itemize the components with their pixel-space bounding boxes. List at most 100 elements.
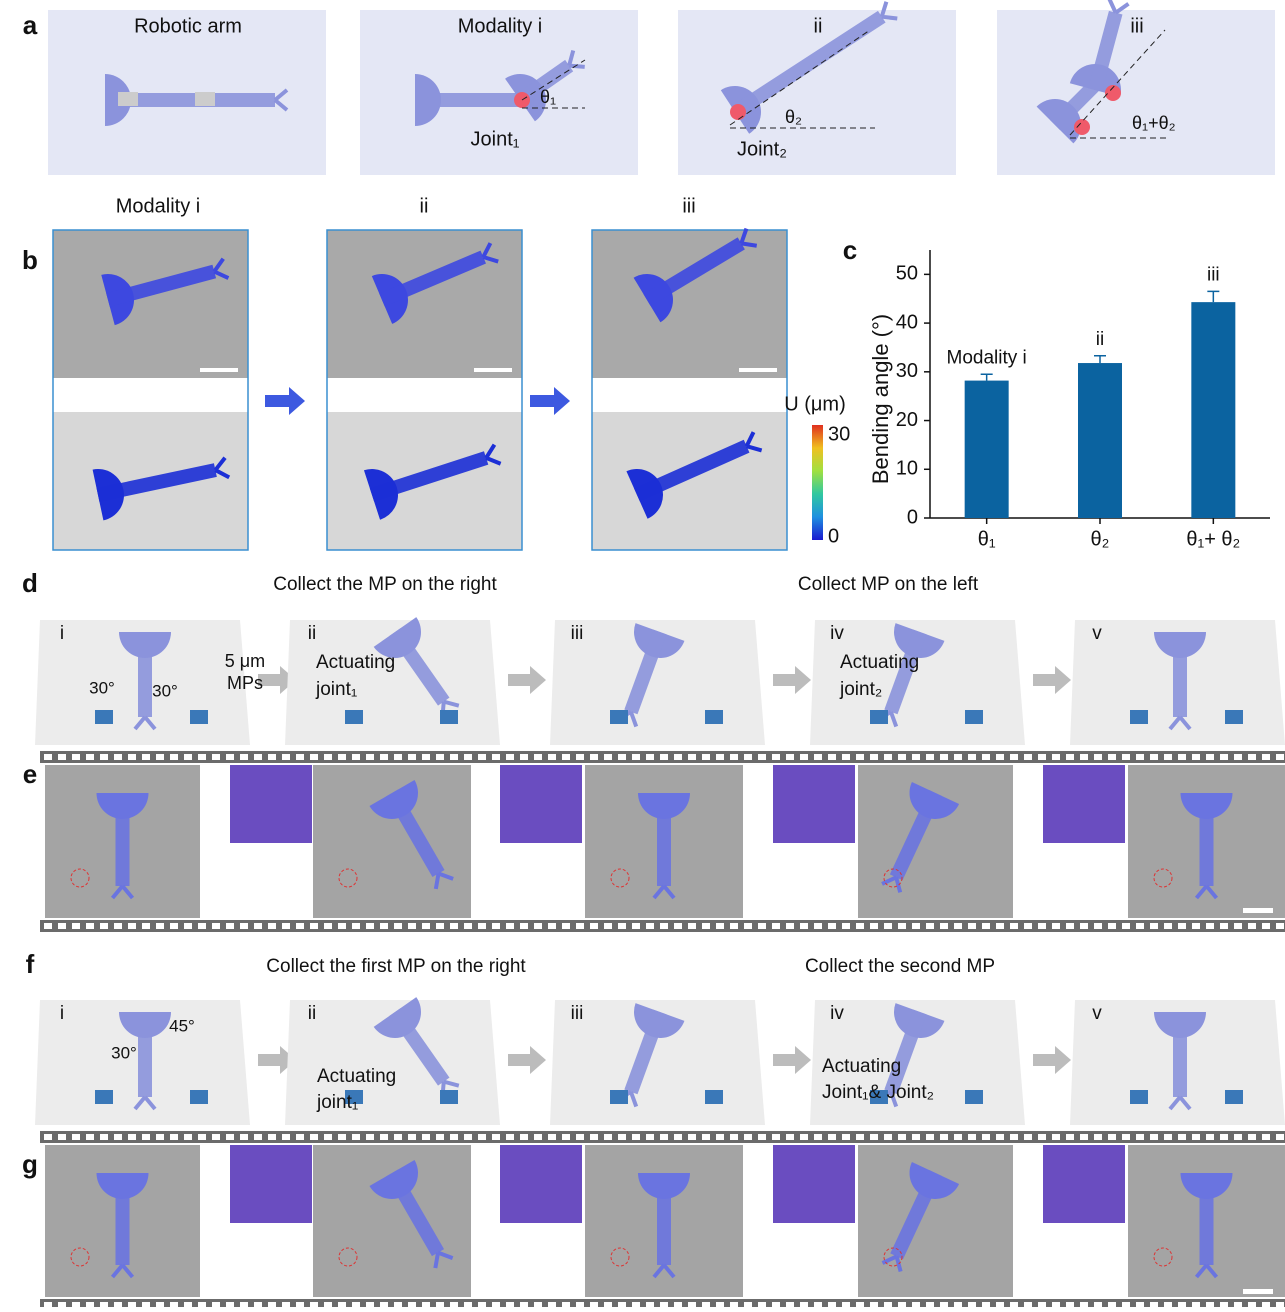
- film-hole: [240, 1134, 248, 1140]
- particle-stage: [190, 710, 208, 724]
- film-hole: [86, 1302, 94, 1307]
- film-hole: [394, 754, 402, 760]
- film-hole: [128, 1302, 136, 1307]
- film-hole: [646, 1134, 654, 1140]
- film-hole: [492, 1134, 500, 1140]
- film-hole: [1234, 754, 1242, 760]
- film-hole: [240, 1302, 248, 1307]
- joint: [118, 92, 138, 106]
- simulation: [592, 412, 787, 550]
- film-hole: [996, 754, 1004, 760]
- film-hole: [72, 754, 80, 760]
- film-hole: [716, 1302, 724, 1307]
- film-hole: [744, 754, 752, 760]
- label: joint₁: [316, 1092, 358, 1113]
- arm-link: [657, 1173, 671, 1265]
- laser-map: [500, 765, 582, 843]
- film-hole: [254, 923, 262, 929]
- film-hole: [1192, 1302, 1200, 1307]
- film-hole: [44, 754, 52, 760]
- micrograph: [313, 765, 471, 918]
- laser-map: [500, 1145, 582, 1223]
- label: f: [26, 949, 35, 979]
- y-tick-label: 0: [907, 506, 918, 528]
- film-hole: [142, 923, 150, 929]
- film-hole: [758, 754, 766, 760]
- film-hole: [156, 1134, 164, 1140]
- label: Collect the second MP: [805, 956, 995, 977]
- label: 5 μm: [225, 651, 265, 671]
- film-hole: [254, 1302, 262, 1307]
- film-hole: [982, 1134, 990, 1140]
- film-hole: [1220, 1302, 1228, 1307]
- film-hole: [856, 754, 864, 760]
- film-hole: [296, 1134, 304, 1140]
- film-hole: [1024, 923, 1032, 929]
- film-hole: [156, 923, 164, 929]
- film-hole: [604, 1134, 612, 1140]
- film-hole: [184, 1302, 192, 1307]
- film-hole: [1150, 1302, 1158, 1307]
- label: θ₂: [785, 107, 802, 127]
- film-hole: [1248, 1134, 1256, 1140]
- film-hole: [1136, 1134, 1144, 1140]
- particle-stage: [610, 1090, 628, 1104]
- film-hole: [282, 1302, 290, 1307]
- film-hole: [478, 1134, 486, 1140]
- label: U (μm): [784, 393, 846, 415]
- film-hole: [44, 923, 52, 929]
- y-tick-label: 20: [896, 409, 918, 431]
- film-hole: [842, 1134, 850, 1140]
- film-hole: [1024, 1134, 1032, 1140]
- film-hole: [968, 923, 976, 929]
- film-hole: [898, 923, 906, 929]
- film-hole: [212, 1302, 220, 1307]
- film-hole: [1066, 754, 1074, 760]
- error-bar: [981, 374, 993, 380]
- film-hole: [212, 923, 220, 929]
- film-hole: [310, 1134, 318, 1140]
- label: 0: [828, 525, 839, 547]
- label: ii: [814, 15, 823, 37]
- label: Joint₁& Joint₂: [822, 1082, 934, 1103]
- film-hole: [114, 1302, 122, 1307]
- film-hole: [856, 1134, 864, 1140]
- film-hole: [44, 1302, 52, 1307]
- film-hole: [198, 754, 206, 760]
- arm-link: [1173, 632, 1187, 717]
- film-hole: [730, 923, 738, 929]
- film-hole: [156, 754, 164, 760]
- arm-link: [1200, 793, 1214, 886]
- bar-annotation: iii: [1207, 264, 1220, 285]
- film-hole: [520, 754, 528, 760]
- label: 30°: [152, 681, 178, 700]
- figure: abcdefgRobotic armModality iiiiiiθ₁Joint…: [0, 0, 1285, 1307]
- film-hole: [590, 1134, 598, 1140]
- film-hole: [786, 1302, 794, 1307]
- film-hole: [310, 754, 318, 760]
- film-hole: [688, 1302, 696, 1307]
- label: 30°: [89, 678, 115, 697]
- scale-bar: [1243, 908, 1273, 913]
- film-hole: [912, 1134, 920, 1140]
- film-hole: [1192, 754, 1200, 760]
- laser-map: [230, 765, 312, 843]
- label: g: [22, 1149, 38, 1179]
- film-hole: [338, 754, 346, 760]
- label: ii: [420, 195, 429, 217]
- film-hole: [1038, 1134, 1046, 1140]
- film-hole: [660, 1134, 668, 1140]
- film-hole: [184, 1134, 192, 1140]
- film-hole: [310, 1302, 318, 1307]
- film-hole: [618, 1302, 626, 1307]
- film-hole: [660, 1302, 668, 1307]
- film-hole: [1024, 1302, 1032, 1307]
- film-hole: [1136, 754, 1144, 760]
- film-hole: [688, 754, 696, 760]
- film-hole: [828, 923, 836, 929]
- film-hole: [1052, 1134, 1060, 1140]
- film-hole: [898, 1134, 906, 1140]
- film-hole: [282, 923, 290, 929]
- film-hole: [1234, 1302, 1242, 1307]
- film-hole: [254, 1134, 262, 1140]
